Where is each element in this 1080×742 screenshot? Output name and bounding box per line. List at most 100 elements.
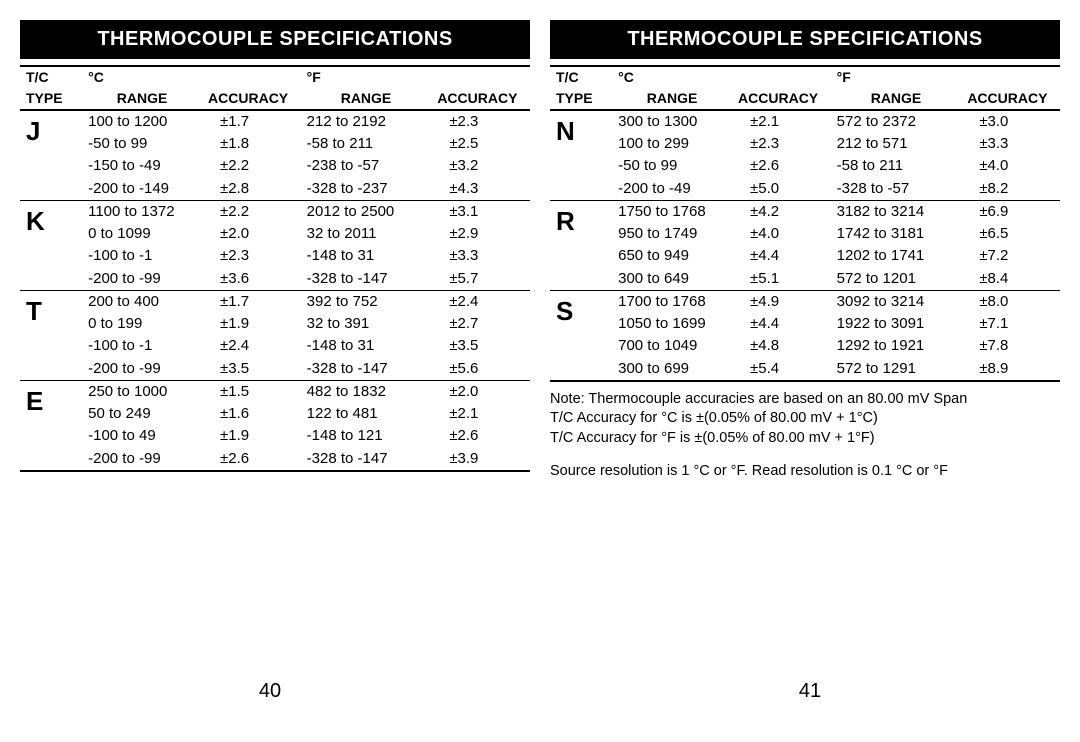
f-range: 32 to 391: [301, 313, 432, 335]
f-range: -58 to 211: [301, 133, 432, 155]
hdr-c-unit: °C: [82, 66, 202, 88]
right-title: THERMOCOUPLE SPECIFICATIONS: [550, 20, 1060, 59]
c-accuracy: ±1.8: [202, 133, 301, 155]
f-range: 3182 to 3214: [831, 200, 962, 223]
f-accuracy: ±8.0: [961, 290, 1060, 313]
c-accuracy: ±2.3: [202, 245, 301, 267]
type-label: N: [550, 110, 612, 201]
type-label: S: [550, 290, 612, 381]
f-range: 392 to 752: [301, 290, 432, 313]
table-row: -50 to 99±2.6-58 to 211±4.0: [550, 155, 1060, 177]
f-range: 1922 to 3091: [831, 313, 962, 335]
c-accuracy: ±2.8: [202, 178, 301, 201]
f-accuracy: ±3.5: [431, 335, 530, 357]
f-accuracy: ±3.0: [961, 110, 1060, 133]
c-range: -200 to -99: [82, 448, 202, 471]
c-accuracy: ±5.0: [732, 178, 831, 201]
c-accuracy: ±1.6: [202, 403, 301, 425]
note-line2: T/C Accuracy for °C is ±(0.05% of 80.00 …: [550, 410, 878, 426]
c-range: 1100 to 1372: [82, 200, 202, 223]
f-range: 3092 to 3214: [831, 290, 962, 313]
left-spec-table: T/C °C °F TYPE RANGE ACCURACY RANGE ACCU…: [20, 65, 530, 472]
f-range: -238 to -57: [301, 155, 432, 177]
type-label: E: [20, 380, 82, 471]
table-row: 100 to 299±2.3212 to 571±3.3: [550, 133, 1060, 155]
c-range: -100 to 49: [82, 425, 202, 447]
c-accuracy: ±1.9: [202, 425, 301, 447]
f-range: -148 to 31: [301, 335, 432, 357]
f-accuracy: ±3.2: [431, 155, 530, 177]
c-accuracy: ±1.7: [202, 290, 301, 313]
table-row: 50 to 249±1.6122 to 481±2.1: [20, 403, 530, 425]
f-range: -58 to 211: [831, 155, 962, 177]
table-row: -200 to -149±2.8-328 to -237±4.3: [20, 178, 530, 201]
f-range: 1202 to 1741: [831, 245, 962, 267]
c-accuracy: ±2.0: [202, 223, 301, 245]
c-range: 1700 to 1768: [612, 290, 732, 313]
hdr-f-accuracy: ACCURACY: [431, 88, 530, 110]
f-accuracy: ±2.7: [431, 313, 530, 335]
type-label: T: [20, 290, 82, 380]
f-range: -328 to -57: [831, 178, 962, 201]
table-row: -150 to -49±2.2-238 to -57±3.2: [20, 155, 530, 177]
c-accuracy: ±2.2: [202, 200, 301, 223]
c-range: 1750 to 1768: [612, 200, 732, 223]
left-page-number: 40: [0, 680, 540, 703]
c-accuracy: ±4.8: [732, 335, 831, 357]
c-range: 250 to 1000: [82, 380, 202, 403]
f-accuracy: ±2.0: [431, 380, 530, 403]
c-range: 0 to 1099: [82, 223, 202, 245]
c-range: -50 to 99: [82, 133, 202, 155]
hdr-c-accuracy: ACCURACY: [202, 88, 301, 110]
f-accuracy: ±3.3: [961, 133, 1060, 155]
f-range: -328 to -147: [301, 268, 432, 291]
c-range: 200 to 400: [82, 290, 202, 313]
c-accuracy: ±2.6: [202, 448, 301, 471]
c-accuracy: ±2.3: [732, 133, 831, 155]
table-row: -100 to -1±2.3-148 to 31±3.3: [20, 245, 530, 267]
hdr-f-range-r: RANGE: [831, 88, 962, 110]
c-accuracy: ±2.6: [732, 155, 831, 177]
table-row: -200 to -49±5.0-328 to -57±8.2: [550, 178, 1060, 201]
f-accuracy: ±6.5: [961, 223, 1060, 245]
type-label: K: [20, 200, 82, 290]
f-accuracy: ±5.6: [431, 358, 530, 381]
hdr-f-range: RANGE: [301, 88, 432, 110]
f-accuracy: ±2.9: [431, 223, 530, 245]
f-range: -328 to -237: [301, 178, 432, 201]
table-row: 0 to 1099±2.032 to 2011±2.9: [20, 223, 530, 245]
table-row: 300 to 649±5.1572 to 1201±8.4: [550, 268, 1060, 291]
f-accuracy: ±8.4: [961, 268, 1060, 291]
f-accuracy: ±7.1: [961, 313, 1060, 335]
f-accuracy: ±4.0: [961, 155, 1060, 177]
c-range: 650 to 949: [612, 245, 732, 267]
type-label: R: [550, 200, 612, 290]
f-accuracy: ±3.1: [431, 200, 530, 223]
table-row: E250 to 1000±1.5482 to 1832±2.0: [20, 380, 530, 403]
c-range: 300 to 699: [612, 358, 732, 381]
hdr-type-line1-r: T/C: [550, 66, 612, 88]
f-accuracy: ±4.3: [431, 178, 530, 201]
c-accuracy: ±5.4: [732, 358, 831, 381]
f-accuracy: ±2.1: [431, 403, 530, 425]
left-page: THERMOCOUPLE SPECIFICATIONS T/C °C °F TY…: [20, 20, 530, 496]
table-row: R1750 to 1768±4.23182 to 3214±6.9: [550, 200, 1060, 223]
f-accuracy: ±3.9: [431, 448, 530, 471]
f-range: 572 to 2372: [831, 110, 962, 133]
left-title: THERMOCOUPLE SPECIFICATIONS: [20, 20, 530, 59]
c-range: 300 to 649: [612, 268, 732, 291]
f-range: -148 to 121: [301, 425, 432, 447]
table-row: 300 to 699±5.4572 to 1291±8.9: [550, 358, 1060, 381]
c-accuracy: ±4.4: [732, 245, 831, 267]
table-row: -50 to 99±1.8-58 to 211±2.5: [20, 133, 530, 155]
c-accuracy: ±4.9: [732, 290, 831, 313]
table-row: -100 to -1±2.4-148 to 31±3.5: [20, 335, 530, 357]
f-range: -328 to -147: [301, 448, 432, 471]
f-range: 122 to 481: [301, 403, 432, 425]
f-accuracy: ±6.9: [961, 200, 1060, 223]
c-accuracy: ±2.4: [202, 335, 301, 357]
table-row: 1050 to 1699±4.41922 to 3091±7.1: [550, 313, 1060, 335]
c-accuracy: ±1.5: [202, 380, 301, 403]
table-row: J100 to 1200±1.7212 to 2192±2.3: [20, 110, 530, 133]
c-range: 300 to 1300: [612, 110, 732, 133]
